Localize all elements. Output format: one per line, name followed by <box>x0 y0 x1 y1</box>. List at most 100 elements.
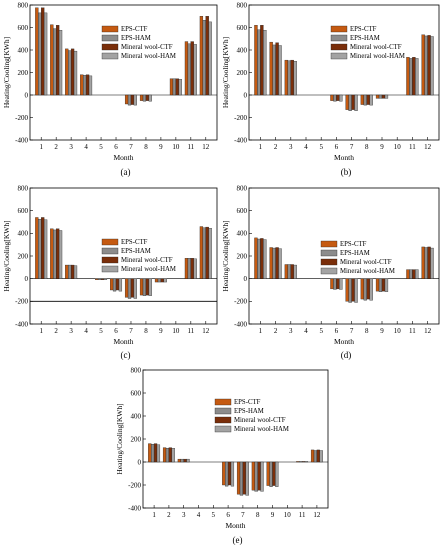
bar-eps-ham-month-1 <box>38 12 42 96</box>
x-tick-label: 1 <box>259 143 263 151</box>
x-tick-label: 3 <box>289 143 293 151</box>
y-tick-label: 800 <box>131 366 142 374</box>
y-axis-title: Heating/Cooling[KWh] <box>2 220 11 291</box>
bar-eps-ham-month-3 <box>287 264 291 279</box>
x-tick-label: 6 <box>335 143 339 151</box>
bar-eps-ctf-month-11 <box>296 461 300 463</box>
x-tick-label: 6 <box>114 143 118 151</box>
bar-mineral-wool-ham-month-8 <box>148 94 152 102</box>
bar-mineral-wool-ctf-month-2 <box>56 25 60 96</box>
bar-eps-ctf-month-5 <box>95 278 99 280</box>
x-tick-label: 12 <box>202 143 210 151</box>
y-tick-label: 400 <box>237 46 248 54</box>
bar-eps-ham-month-6 <box>333 278 337 290</box>
bar-mineral-wool-ctf-month-12 <box>316 449 320 463</box>
bar-eps-ham-month-9 <box>269 461 273 487</box>
bar-mineral-wool-ctf-month-3 <box>183 458 187 463</box>
x-tick-label: 3 <box>182 511 186 519</box>
bar-eps-ctf-month-2 <box>269 247 273 279</box>
bar-mineral-wool-ctf-month-10 <box>175 78 179 96</box>
bar-eps-ham-month-7 <box>239 461 244 496</box>
bar-eps-ham-month-2 <box>272 247 276 279</box>
bar-mineral-wool-ctf-month-7 <box>130 94 135 105</box>
x-tick-label: 11 <box>409 327 416 335</box>
bar-eps-ham-month-9 <box>378 94 383 99</box>
bar-mineral-wool-ctf-month-1 <box>41 217 45 279</box>
bar-mineral-wool-ham-month-3 <box>73 50 78 96</box>
x-axis-title: Month <box>113 337 133 346</box>
legend-label: EPS-HAM <box>350 35 380 42</box>
y-axis-title: Heating/Cooling[KWh] <box>221 37 230 108</box>
bar-mineral-wool-ctf-month-8 <box>145 94 150 101</box>
bar-mineral-wool-ham-month-7 <box>133 94 137 106</box>
bar-eps-ctf-month-7 <box>236 461 241 495</box>
bar-eps-ctf-month-4 <box>80 74 84 96</box>
bar-eps-ham-month-12 <box>313 450 318 463</box>
bar-eps-ham-month-2 <box>53 28 57 96</box>
x-tick-label: 12 <box>313 511 321 519</box>
bar-eps-ctf-month-8 <box>251 461 255 491</box>
bar-mineral-wool-ctf-month-12 <box>205 16 209 96</box>
bar-eps-ctf-month-1 <box>35 217 39 279</box>
y-tick-label: 0 <box>244 275 248 283</box>
legend-label: EPS-HAM <box>340 250 370 257</box>
bar-mineral-wool-ham-month-3 <box>293 264 297 279</box>
legend-label: Mineral wool-CTF <box>121 257 173 264</box>
bar-mineral-wool-ham-month-9 <box>163 278 167 283</box>
y-tick-label: 800 <box>237 1 248 9</box>
x-tick-label: 8 <box>144 143 148 151</box>
bar-mineral-wool-ctf-month-9 <box>272 461 276 486</box>
bar-eps-ham-month-1 <box>257 29 261 96</box>
bar-eps-ctf-month-1 <box>254 25 258 96</box>
x-tick-label: 7 <box>129 143 133 151</box>
y-tick-label: -400 <box>234 320 247 328</box>
legend-swatch <box>330 34 348 42</box>
chart-panel-d: -400 -200 0 200 400 600 800 Heating/Cooling[KWh… <box>221 184 440 360</box>
bar-eps-ham-month-2 <box>272 44 276 96</box>
x-tick-label: 11 <box>187 143 194 151</box>
x-tick-label: 10 <box>394 143 402 151</box>
bar-mineral-wool-ctf-month-5 <box>100 278 105 280</box>
x-tick-label: 4 <box>304 143 308 151</box>
bar-eps-ctf-month-6 <box>110 278 114 291</box>
bar-mineral-wool-ham-month-6 <box>118 278 123 292</box>
y-tick-label: 600 <box>131 389 142 397</box>
bar-mineral-wool-ctf-month-8 <box>366 278 370 300</box>
bar-eps-ham-month-8 <box>363 278 367 301</box>
legend-swatch <box>101 247 119 255</box>
bar-eps-ctf-month-6 <box>330 278 334 290</box>
x-tick-label: 4 <box>304 327 308 335</box>
legend-label: Mineral wool-CTF <box>234 417 286 424</box>
x-tick-label: 5 <box>212 511 216 519</box>
x-axis-title: Month <box>225 521 245 530</box>
bar-eps-ham-month-3 <box>287 60 291 96</box>
bar-eps-ham-month-2 <box>53 229 57 279</box>
bar-mineral-wool-ctf-month-7 <box>242 461 246 495</box>
x-tick-label: 2 <box>274 327 278 335</box>
legend-label: Mineral wool-CTF <box>121 44 173 51</box>
y-tick-label: 200 <box>18 69 29 77</box>
bar-mineral-wool-ctf-month-3 <box>290 59 294 96</box>
bar-mineral-wool-ham-month-12 <box>430 247 434 279</box>
y-tick-label: -200 <box>15 298 28 306</box>
panel-caption: (b) <box>341 167 352 177</box>
x-tick-label: 11 <box>299 511 306 519</box>
bar-eps-ctf-month-9 <box>266 461 270 486</box>
legend-label: EPS-HAM <box>121 248 151 255</box>
bar-eps-ctf-month-12 <box>421 246 425 279</box>
bar-mineral-wool-ctf-month-11 <box>301 461 306 463</box>
bar-mineral-wool-ham-month-9 <box>384 278 389 292</box>
bar-eps-ham-month-12 <box>202 227 206 279</box>
y-tick-label: 600 <box>237 24 248 32</box>
bar-mineral-wool-ham-month-12 <box>319 450 323 463</box>
y-tick-label: 600 <box>18 24 29 32</box>
bar-mineral-wool-ham-month-11 <box>415 58 419 96</box>
bar-eps-ctf-month-7 <box>345 94 349 110</box>
legend: EPS-CTF EPS-HAM Mineral wool-CTF Mineral wo… <box>214 398 289 433</box>
legend-label: Mineral wool-HAM <box>350 53 405 60</box>
plot-frame <box>142 369 329 509</box>
bar-mineral-wool-ctf-month-1 <box>260 25 264 96</box>
x-tick-label: 3 <box>69 327 73 335</box>
legend-swatch <box>214 416 232 424</box>
bar-eps-ctf-month-8 <box>139 94 144 101</box>
